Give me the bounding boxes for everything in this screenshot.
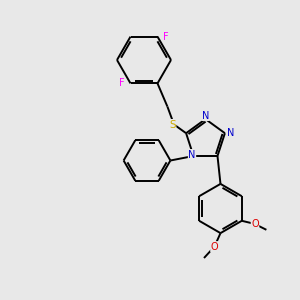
Text: O: O <box>211 242 218 252</box>
Text: N: N <box>202 110 209 121</box>
Text: N: N <box>226 128 234 138</box>
Text: F: F <box>163 32 169 42</box>
Text: N: N <box>188 149 196 160</box>
Text: S: S <box>169 119 176 130</box>
Text: O: O <box>251 219 259 229</box>
Text: F: F <box>119 78 125 88</box>
